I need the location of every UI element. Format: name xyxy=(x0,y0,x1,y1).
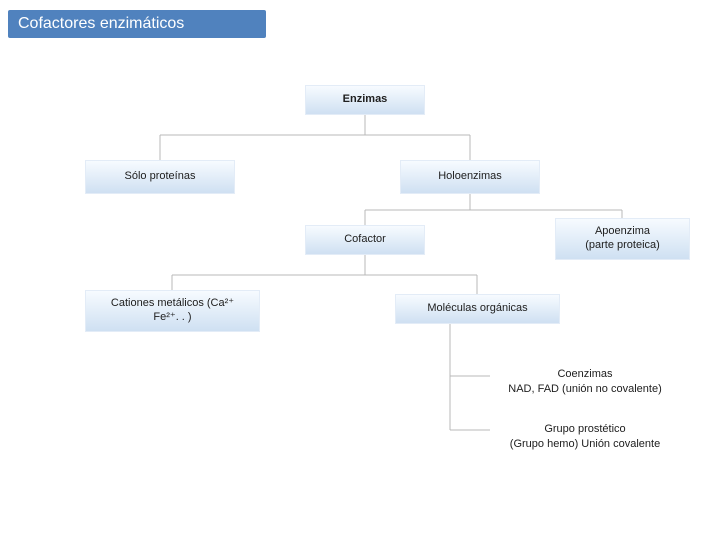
text-coenzimas-line1: Coenzimas xyxy=(470,368,700,381)
node-molorg: Moléculas orgánicas xyxy=(395,294,560,324)
text-grupo-line2: (Grupo hemo) Unión covalente xyxy=(470,438,700,451)
node-cofactor: Cofactor xyxy=(305,225,425,255)
node-label: Cationes metálicos (Ca²⁺ Fe²⁺. . ) xyxy=(111,297,234,325)
page-title: Cofactores enzimáticos xyxy=(8,10,266,38)
connector-lines xyxy=(0,0,720,540)
node-cationes: Cationes metálicos (Ca²⁺ Fe²⁺. . ) xyxy=(85,290,260,332)
node-label: Cofactor xyxy=(344,233,386,247)
node-label: Sólo proteínas xyxy=(125,170,196,184)
text-grupo-line1: Grupo prostético xyxy=(470,423,700,436)
node-label: Holoenzimas xyxy=(438,170,502,184)
node-solo: Sólo proteínas xyxy=(85,160,235,194)
node-label: Moléculas orgánicas xyxy=(427,302,527,316)
page-title-text: Cofactores enzimáticos xyxy=(18,15,184,33)
node-apo: Apoenzima (parte proteica) xyxy=(555,218,690,260)
text-coenzimas-line2: NAD, FAD (unión no covalente) xyxy=(470,383,700,396)
node-label: Apoenzima (parte proteica) xyxy=(585,225,660,253)
node-enzimas: Enzimas xyxy=(305,85,425,115)
node-holo: Holoenzimas xyxy=(400,160,540,194)
node-label: Enzimas xyxy=(343,93,388,107)
